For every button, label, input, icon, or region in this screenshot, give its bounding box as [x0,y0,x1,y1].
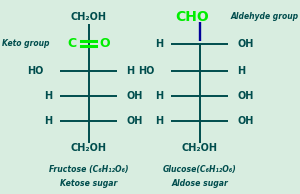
Text: OH: OH [237,116,253,126]
Text: O: O [100,37,110,50]
Text: Keto group: Keto group [2,39,49,48]
Text: Fructose (C₆H₁₂O₆): Fructose (C₆H₁₂O₆) [49,165,128,174]
Text: Aldose sugar: Aldose sugar [171,179,228,188]
Text: HO: HO [27,66,44,76]
Text: H: H [44,91,52,101]
Text: H: H [155,39,164,49]
Text: HO: HO [138,66,154,76]
Text: H: H [237,66,245,76]
Text: Glucose(C₆H₁₂O₆): Glucose(C₆H₁₂O₆) [163,165,236,174]
Text: Aldehyde group: Aldehyde group [230,12,298,21]
Text: CH₂OH: CH₂OH [182,143,218,153]
Text: C: C [68,37,76,50]
Text: CH₂OH: CH₂OH [70,12,106,23]
Text: H: H [155,91,164,101]
Text: H: H [44,116,52,126]
Text: OH: OH [237,39,253,49]
Text: OH: OH [237,91,253,101]
Text: Ketose sugar: Ketose sugar [60,179,117,188]
Text: OH: OH [126,91,142,101]
Text: H: H [155,116,164,126]
Text: CH₂OH: CH₂OH [70,143,106,153]
Text: H: H [126,66,134,76]
Text: OH: OH [126,116,142,126]
Text: CHO: CHO [175,10,209,24]
